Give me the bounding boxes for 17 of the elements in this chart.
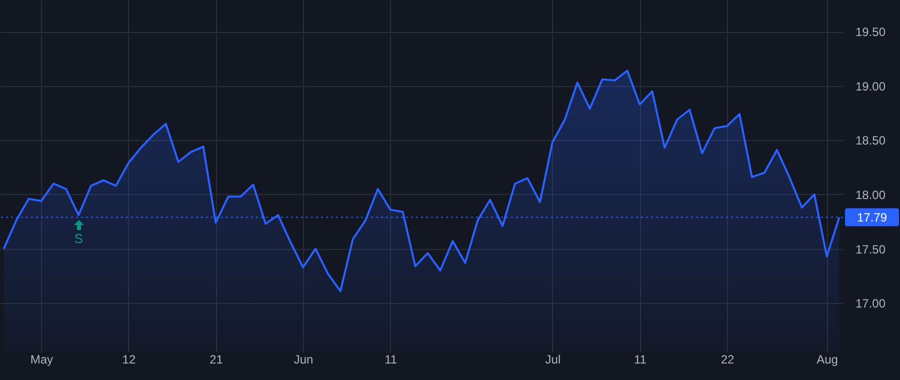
y-tick-label: 17.50: [856, 242, 886, 256]
x-tick-label: 11: [384, 352, 398, 366]
y-tick-label: 18.50: [856, 134, 886, 148]
x-tick-label: 11: [634, 352, 647, 366]
y-tick-label: 19.00: [856, 79, 886, 94]
y-tick-label: 19.50: [856, 25, 886, 40]
ref-line-label: 17.79: [856, 210, 888, 224]
x-tick-label: Jun: [294, 352, 314, 366]
x-tick-label: Jul: [545, 352, 561, 366]
x-tick-label: May: [30, 352, 53, 366]
x-tick-label: 21: [210, 352, 224, 366]
y-tick-label: 18.00: [856, 188, 886, 202]
annotation: S: [74, 231, 84, 246]
y-tick-label: 17.00: [856, 296, 886, 311]
x-tick-label: 22: [720, 352, 735, 366]
x-tick-label: 12: [122, 352, 136, 366]
x-tick-label: Aug: [816, 352, 838, 366]
